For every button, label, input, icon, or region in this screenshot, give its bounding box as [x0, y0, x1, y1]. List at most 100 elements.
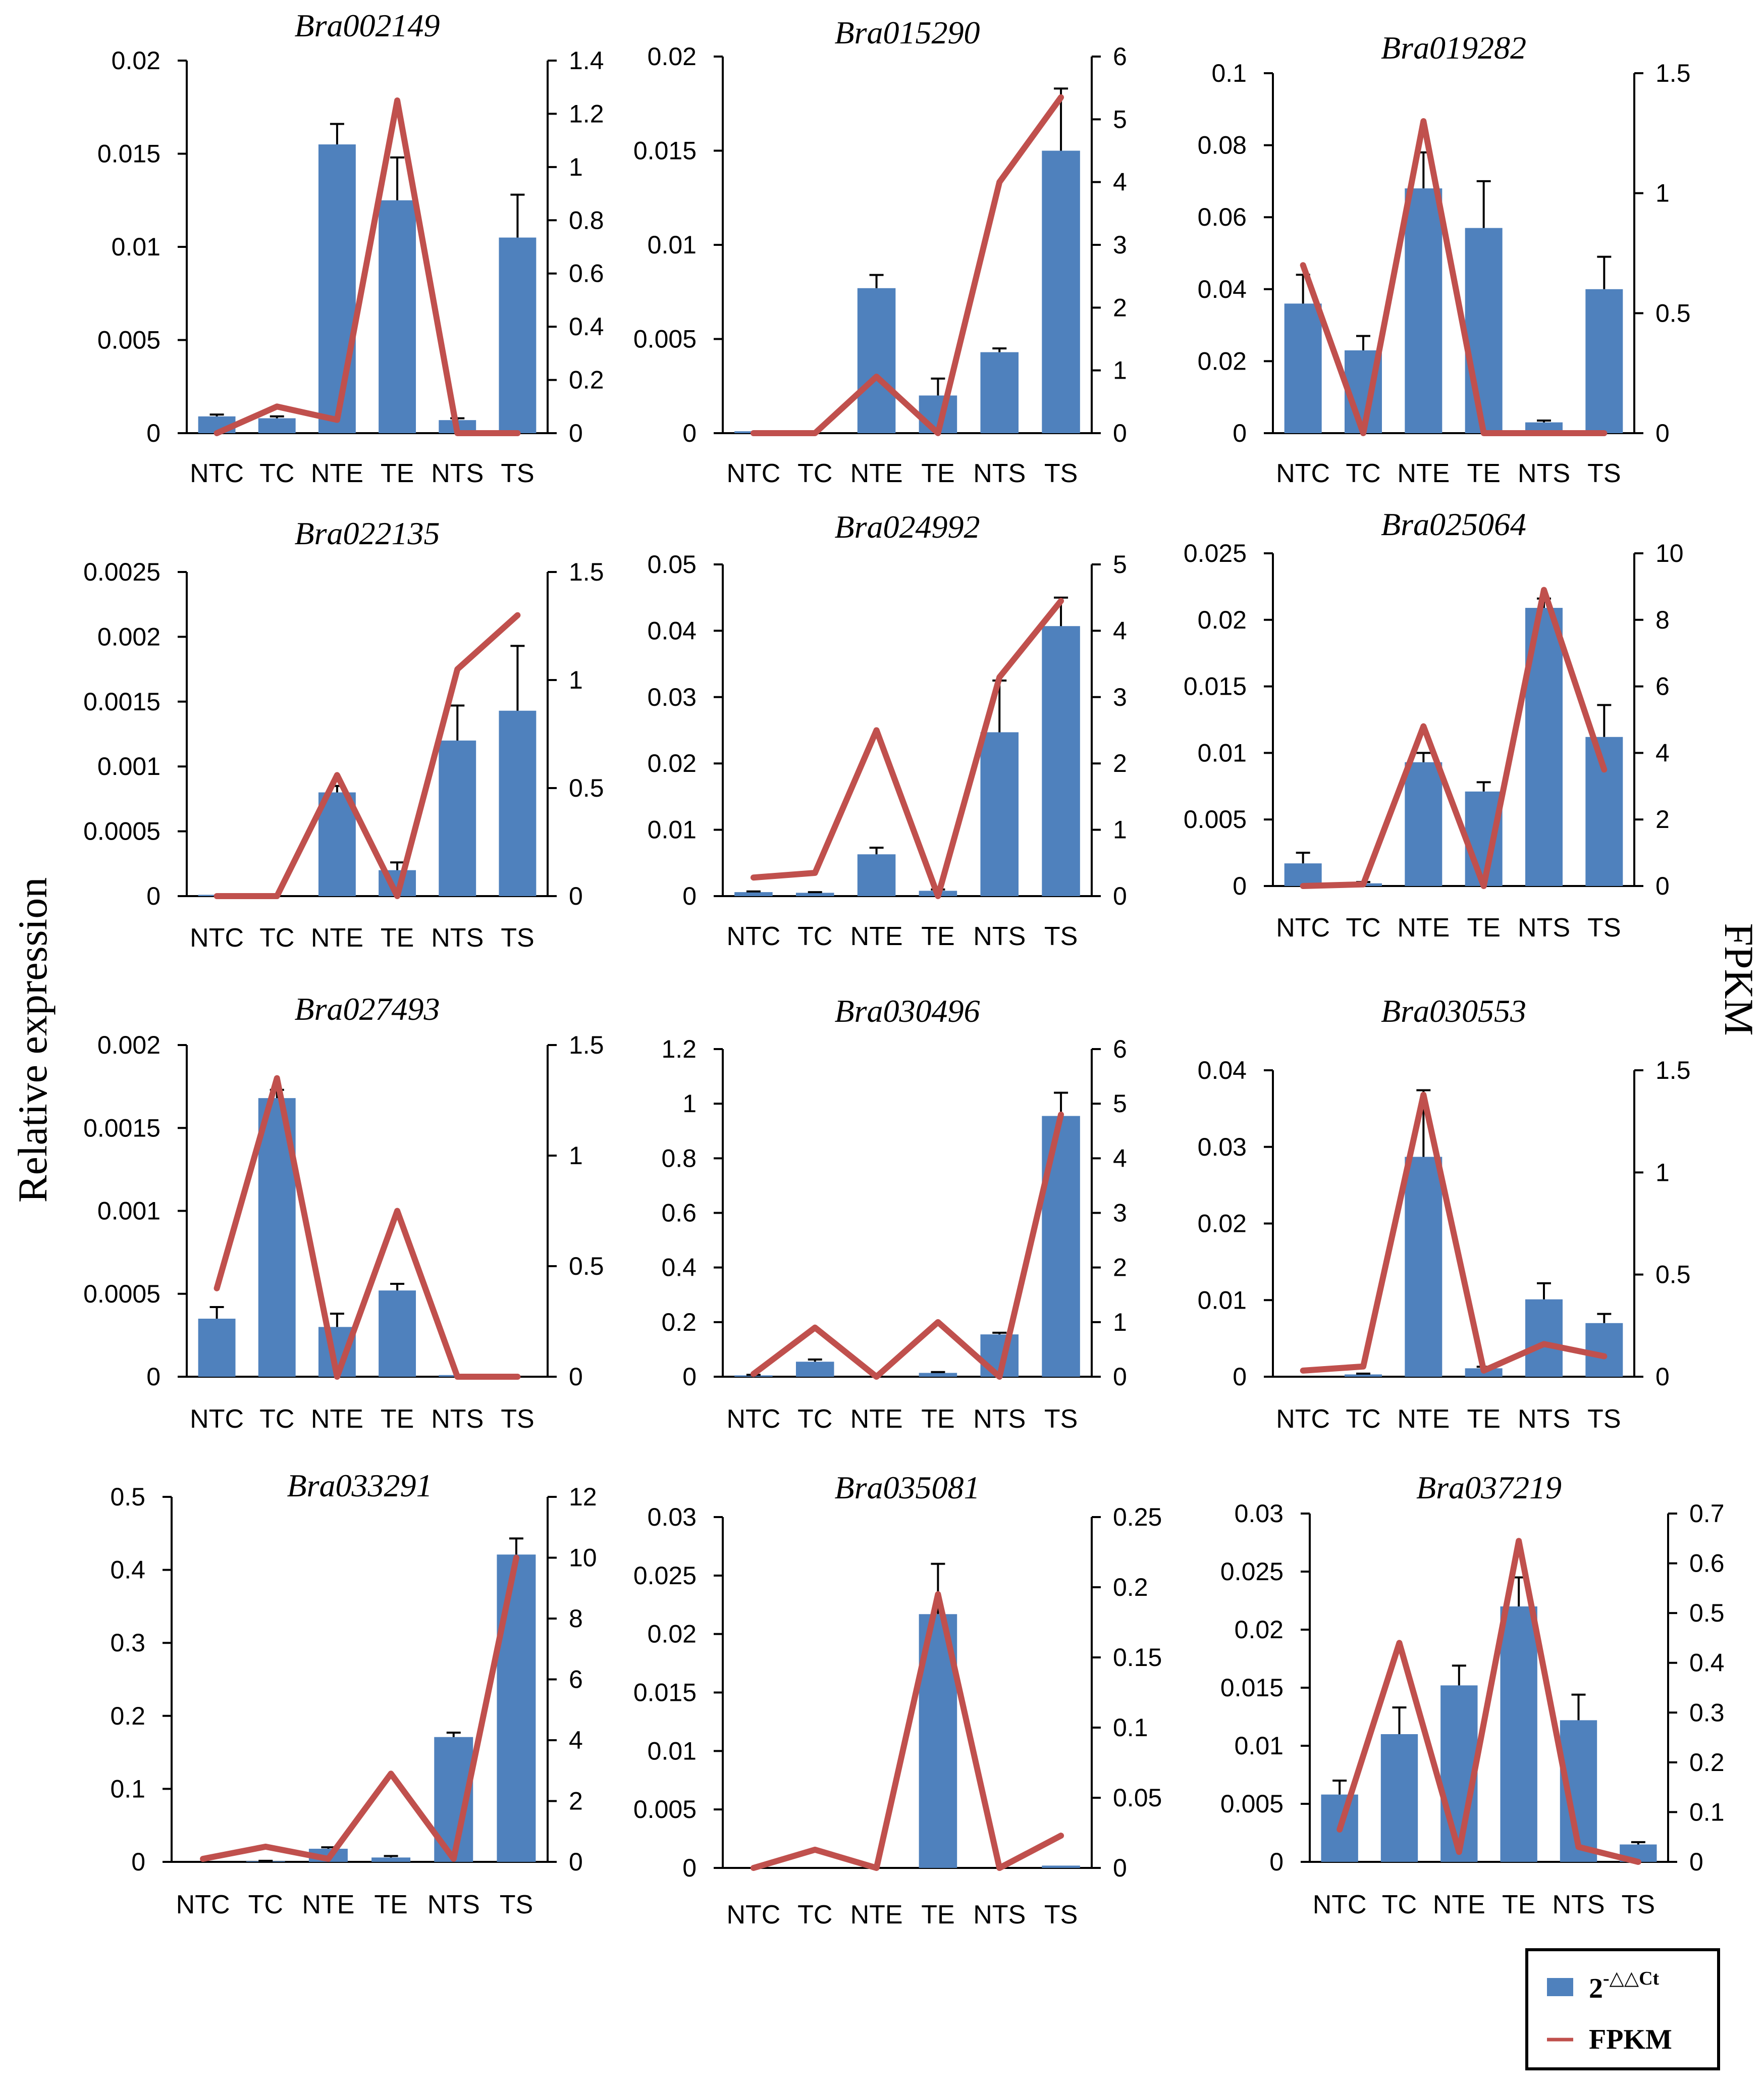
- category-label: NTC: [190, 459, 244, 488]
- right-tick-label: 10: [1655, 539, 1684, 567]
- left-tick-label: 0.015: [633, 1679, 697, 1707]
- right-tick-label: 0: [1655, 1363, 1670, 1391]
- category-label: NTC: [1276, 459, 1330, 488]
- panel-title: Bra019282: [1381, 30, 1526, 66]
- right-tick-label: 2: [569, 1787, 583, 1815]
- bar-TS: [499, 237, 537, 433]
- left-tick-label: 0.01: [1198, 739, 1247, 767]
- category-label: TS: [1044, 459, 1078, 488]
- panel-title: Bra025064: [1381, 506, 1526, 542]
- legend: 2-△△Ct FPKM: [1525, 1948, 1720, 2070]
- left-tick-label: 0.002: [97, 1031, 161, 1059]
- category-label: NTE: [311, 459, 363, 488]
- left-tick-label: 0.2: [110, 1702, 145, 1730]
- left-tick-label: 0.01: [648, 816, 697, 844]
- right-tick-label: 0: [1113, 1854, 1127, 1882]
- category-label: TE: [381, 923, 414, 953]
- left-tick-label: 0.2: [661, 1308, 697, 1336]
- bar-TE: [919, 1373, 957, 1377]
- category-label: NTC: [726, 922, 780, 951]
- category-label: TS: [1587, 459, 1621, 488]
- category-label: TS: [1044, 922, 1078, 951]
- left-tick-label: 0: [1269, 1848, 1284, 1876]
- left-tick-label: 0.03: [1198, 1133, 1247, 1161]
- bar-NTE: [1405, 762, 1442, 886]
- right-tick-label: 0.1: [1113, 1713, 1148, 1742]
- right-tick-label: 6: [1113, 1035, 1127, 1063]
- fpkm-line: [1300, 1091, 1608, 1374]
- right-tick-label: 3: [1113, 1199, 1127, 1227]
- right-tick-label: 8: [569, 1604, 583, 1633]
- bar-NTS: [980, 732, 1019, 896]
- category-label: NTE: [850, 1404, 903, 1434]
- panel-title: Bra002149: [295, 8, 440, 43]
- category-label: NTS: [973, 1900, 1026, 1930]
- category-label: NTE: [850, 459, 903, 488]
- bar-TS: [1042, 150, 1080, 433]
- bar-TS: [1585, 1323, 1623, 1377]
- left-tick-label: 0: [682, 419, 697, 447]
- bar-TC: [795, 1362, 834, 1377]
- chart-panel-Bra027493: Bra027493 0 0.0005 0.001 0.0015 0.002 0 0.5 1 1.5…: [83, 991, 604, 1434]
- right-tick-label: 4: [1655, 739, 1670, 767]
- category-label: NTS: [427, 1890, 480, 1919]
- category-label: TE: [1467, 913, 1500, 943]
- left-tick-label: 0.002: [97, 622, 161, 651]
- category-label: NTE: [1397, 913, 1450, 943]
- category-label: TC: [1346, 913, 1380, 943]
- category-label: NTC: [726, 459, 780, 488]
- bar-NTE: [1405, 1157, 1442, 1377]
- left-tick-label: 0.03: [648, 1503, 697, 1531]
- right-tick-label: 5: [1113, 105, 1127, 133]
- category-label: TS: [1044, 1404, 1078, 1434]
- left-tick-label: 0: [146, 1363, 161, 1391]
- category-label: TE: [921, 1404, 954, 1434]
- category-label: TS: [501, 459, 534, 488]
- right-tick-label: 6: [1113, 42, 1127, 71]
- legend-bar-label-sup: -△△Ct: [1603, 1968, 1660, 1989]
- right-tick-label: 1.5: [1655, 1056, 1691, 1084]
- left-tick-label: 0: [1233, 419, 1247, 447]
- chart-panels: Bra00214900.0050.010.0150.0200.20.40.60.…: [83, 8, 1724, 1930]
- right-tick-label: 0.2: [569, 366, 604, 394]
- right-tick-label: 0.3: [1689, 1698, 1725, 1727]
- chart-panel-Bra024992: Bra024992 0 0.01 0.02 0.03 0.04 0.05 0 1 2 3 4 5 NTC T…: [648, 509, 1127, 951]
- bar-NTE: [318, 792, 356, 896]
- right-tick-label: 0: [569, 419, 583, 447]
- right-tick-label: 1: [1113, 816, 1127, 844]
- fpkm-line: [1300, 118, 1608, 436]
- right-tick-label: 0.5: [1655, 1261, 1691, 1289]
- fpkm-line: [750, 1111, 1064, 1380]
- right-tick-label: 0.2: [1113, 1573, 1148, 1601]
- bar-TE: [371, 1857, 411, 1862]
- right-tick-label: 2: [1113, 749, 1127, 777]
- legend-bar-label-base: 2: [1589, 1973, 1603, 2004]
- category-label: NTE: [850, 1900, 903, 1930]
- fpkm-line: [1337, 1538, 1641, 1865]
- category-label: NTC: [176, 1890, 230, 1919]
- left-tick-label: 0.0015: [83, 688, 161, 716]
- right-tick-label: 0.1: [1689, 1798, 1725, 1826]
- left-tick-label: 0.01: [648, 1737, 697, 1765]
- category-label: NTE: [1433, 1890, 1485, 1919]
- right-tick-label: 6: [569, 1665, 583, 1694]
- left-tick-label: 0.005: [1184, 805, 1247, 834]
- bar-NTC: [1284, 303, 1322, 433]
- left-tick-label: 0.04: [1198, 275, 1247, 303]
- right-tick-label: 0.05: [1113, 1784, 1162, 1812]
- category-label: NTC: [1313, 1890, 1367, 1919]
- panel-title: Bra027493: [295, 991, 440, 1027]
- right-tick-label: 1.5: [569, 558, 604, 586]
- right-tick-label: 1: [569, 153, 583, 181]
- category-label: TS: [501, 923, 534, 953]
- left-tick-label: 0.02: [112, 46, 161, 75]
- left-tick-label: 0.0005: [83, 817, 161, 846]
- chart-panel-Bra002149: Bra002149 0 0.005 0.01 0.015 0.02 0 0.2 0.4 0.6 0.…: [97, 8, 604, 488]
- category-label: NTS: [973, 1404, 1026, 1434]
- left-tick-label: 0.0015: [83, 1114, 161, 1142]
- left-tick-label: 0.04: [648, 616, 697, 645]
- left-tick-label: 0.4: [110, 1556, 145, 1584]
- fpkm-line: [213, 1075, 521, 1380]
- bar-TC: [795, 893, 834, 896]
